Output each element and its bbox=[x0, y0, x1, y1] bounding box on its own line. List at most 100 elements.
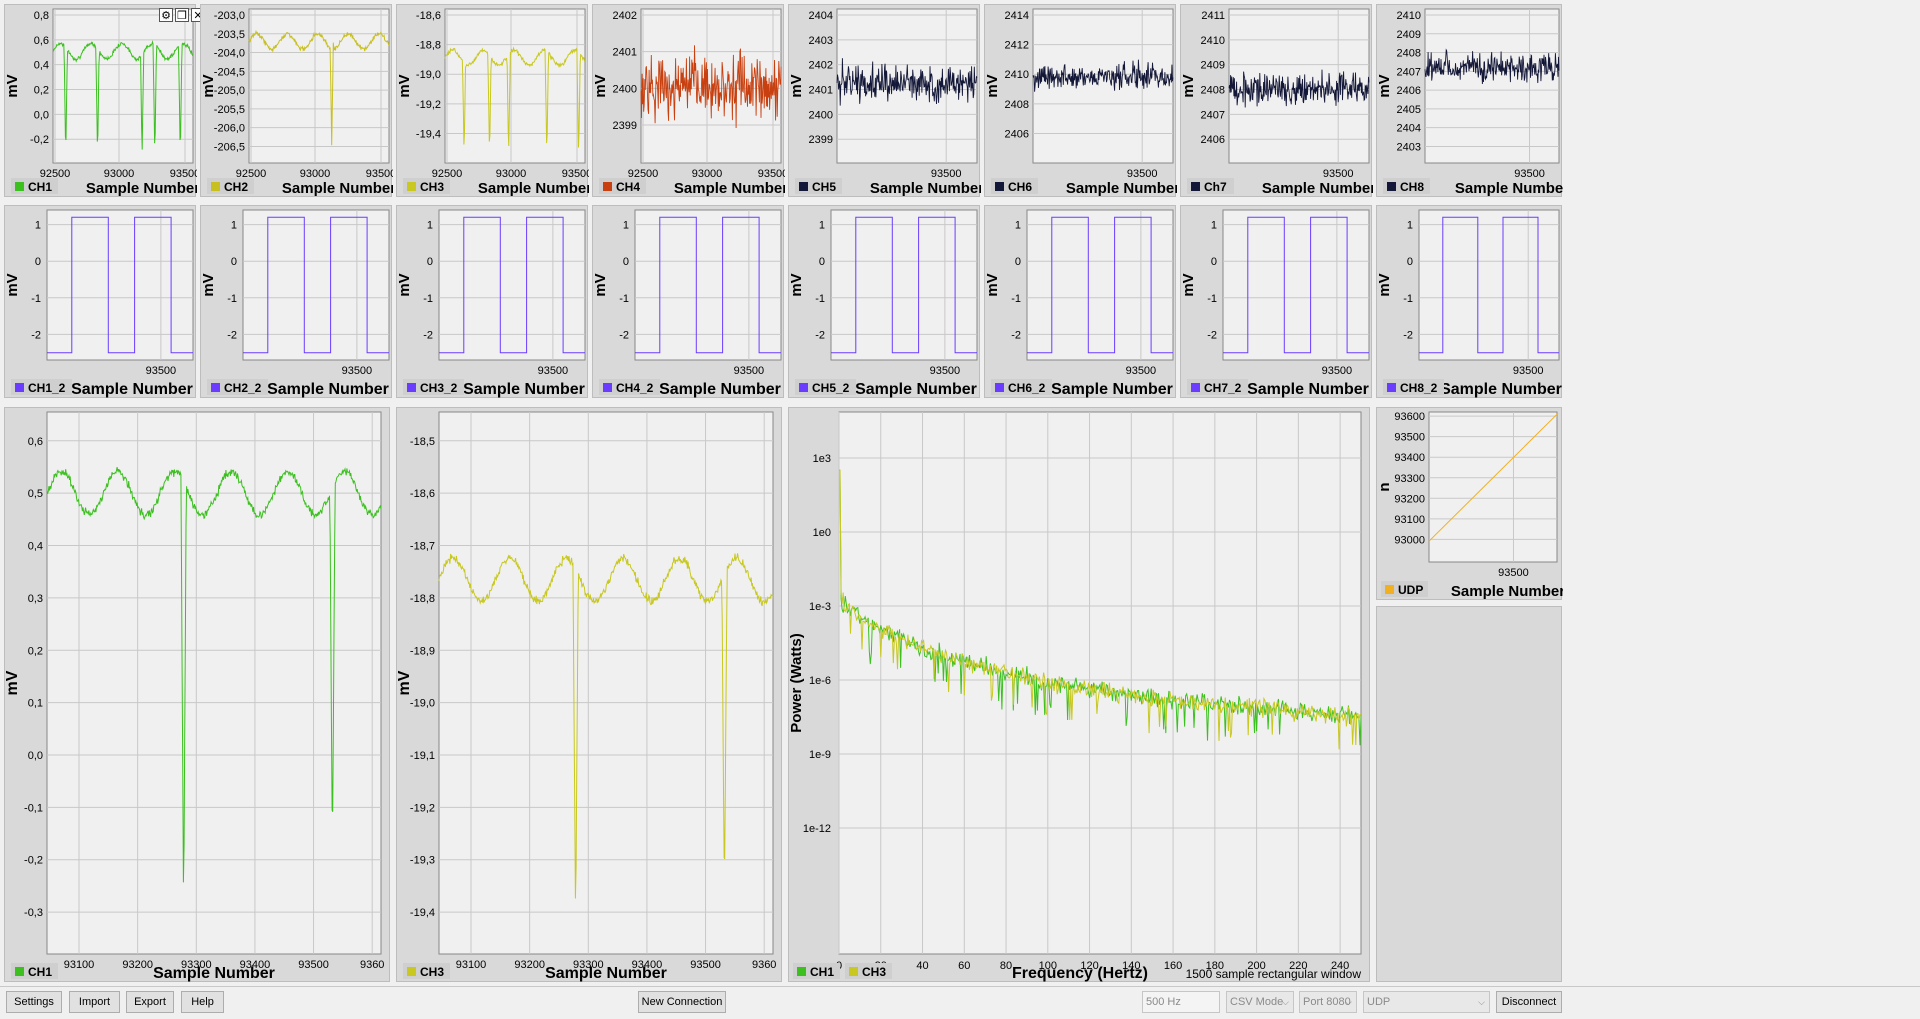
plot-ch3_2[interactable]: 1 0 -1 -2 93500 mV Sample Number CH3_2 bbox=[396, 205, 588, 398]
help-button[interactable]: Help bbox=[181, 991, 224, 1013]
y-tick-label: -2 bbox=[1403, 329, 1413, 341]
plot-ch5[interactable]: 2404 2403 2402 2401 2400 2399 93500 mV Sample Nu… bbox=[788, 4, 981, 197]
y-tick-label: 2411 bbox=[1201, 10, 1225, 22]
series-ch5 bbox=[836, 58, 978, 106]
plot-ch1[interactable]: 0,8 0,6 0,4 0,2 0,0 -0,2 92500 93000 93500 mV Samp… bbox=[4, 4, 205, 197]
port-select[interactable]: Port 8080 ⌵ bbox=[1299, 991, 1357, 1013]
x-axis-label: Sample Number bbox=[870, 180, 981, 197]
x-tick-label: 93500 bbox=[562, 168, 589, 180]
x-axis-label: Sample Number bbox=[478, 180, 589, 197]
y-tick-label: -18,5 bbox=[410, 436, 435, 448]
x-tick-label: 140 bbox=[1122, 960, 1140, 972]
plot-area bbox=[438, 411, 774, 955]
y-tick-label: -0,1 bbox=[24, 802, 43, 814]
x-tick-label: 93500 bbox=[146, 365, 177, 377]
plot-ch8[interactable]: 2410 2409 2408 2407 2406 2405 2404 2403 93500 mV S… bbox=[1376, 4, 1563, 197]
x-tick-label: 93200 bbox=[122, 959, 153, 971]
y-axis-label: mV bbox=[1181, 74, 1197, 97]
y-tick-label: 93100 bbox=[1394, 514, 1425, 526]
legend-swatch bbox=[15, 182, 24, 191]
plot-ch6_2[interactable]: 1 0 -1 -2 93500 mV Sample Number CH6_2 bbox=[984, 205, 1176, 398]
y-tick-label: -19,2 bbox=[410, 802, 435, 814]
legend-swatch bbox=[1387, 383, 1396, 392]
x-tick-label: 93400 bbox=[632, 959, 663, 971]
plot-ch4[interactable]: 2402 2401 2400 2399 92500 93000 93500 mV Sample … bbox=[592, 4, 785, 197]
x-axis-label: Sample Number bbox=[153, 965, 275, 982]
y-tick-label: -19,0 bbox=[416, 69, 441, 81]
x-tick-label: 93100 bbox=[64, 959, 95, 971]
gear-icon[interactable]: ⚙ bbox=[159, 8, 173, 22]
series-ch4 bbox=[640, 45, 782, 129]
plot-ch5_2[interactable]: 1 0 -1 -2 93500 mV Sample Number CH5_2 bbox=[788, 205, 980, 398]
x-tick-label: 9360 bbox=[752, 959, 776, 971]
plot-ch2-svg: -203,0 -203,5 -204,0 -204,5 -205,0 -205,5 -206… bbox=[201, 8, 393, 197]
settings-button[interactable]: Settings bbox=[6, 991, 62, 1013]
legend-bg bbox=[11, 379, 72, 395]
plot-ch8_2[interactable]: 1 0 -1 -2 93500 mV Sample Number CH8_2 bbox=[1376, 205, 1562, 398]
x-tick-label: 9360 bbox=[360, 959, 384, 971]
y-tick-label: -1 bbox=[1207, 293, 1217, 305]
y-tick-label: 0,0 bbox=[28, 750, 43, 762]
plot-ch7[interactable]: 2411 2410 2409 2408 2407 2406 93500 mV Sample Nu… bbox=[1180, 4, 1373, 197]
y-tick-label: 2410 bbox=[1397, 10, 1421, 22]
y-tick-label: 2414 bbox=[1005, 10, 1029, 22]
plot-udp-svg: 93600 93500 93400 93300 93200 93100 93000 93500… bbox=[1377, 411, 1563, 600]
plot-ch7_2[interactable]: 1 0 -1 -2 93500 mV Sample Number CH7_2 bbox=[1180, 205, 1372, 398]
restore-icon[interactable]: ❐ bbox=[175, 8, 189, 22]
legend-swatch bbox=[603, 383, 612, 392]
plot-ch3[interactable]: -18,6 -18,8 -19,0 -19,2 -19,4 92500 93000 93500… bbox=[396, 4, 589, 197]
x-axis-label: Sample Number bbox=[1051, 381, 1173, 398]
y-tick-label: -18,8 bbox=[410, 593, 435, 605]
y-tick-label: 2399 bbox=[809, 134, 833, 146]
y-tick-label: 1 bbox=[427, 220, 433, 232]
y-tick-label: 2407 bbox=[1397, 66, 1421, 78]
x-tick-label: 180 bbox=[1206, 960, 1224, 972]
plot-udp[interactable]: 93600 93500 93400 93300 93200 93100 93000 93500… bbox=[1376, 407, 1563, 600]
plot-ch6[interactable]: 2414 2412 2410 2408 2406 93500 mV Sample Number… bbox=[984, 4, 1177, 197]
y-tick-label: -205,5 bbox=[214, 104, 245, 116]
y-tick-label: 2402 bbox=[613, 10, 637, 22]
x-axis-label: Sample Number bbox=[1247, 381, 1369, 398]
x-tick-label: 40 bbox=[916, 960, 928, 972]
legend-bg bbox=[599, 379, 660, 395]
import-button[interactable]: Import bbox=[69, 991, 120, 1013]
x-tick-label: 93500 bbox=[170, 168, 197, 180]
legend-label: Ch7 bbox=[1204, 180, 1227, 194]
new-connection-button[interactable]: New Connection bbox=[638, 991, 726, 1013]
x-tick-label: 93500 bbox=[690, 959, 721, 971]
legend-swatch bbox=[407, 182, 416, 191]
plot-ch2[interactable]: -203,0 -203,5 -204,0 -204,5 -205,0 -205,5 -206… bbox=[200, 4, 393, 197]
y-tick-label: -1 bbox=[423, 293, 433, 305]
plot-ch2_2-svg: 1 0 -1 -2 93500 mV Sample Number CH2_2 bbox=[201, 209, 390, 398]
legend-label: CH1 bbox=[810, 965, 834, 979]
y-tick-label: -2 bbox=[619, 329, 629, 341]
legend-swatch bbox=[211, 383, 220, 392]
series-ch1 bbox=[52, 40, 194, 150]
legend-label: UDP bbox=[1398, 583, 1423, 597]
y-axis-label: mV bbox=[985, 74, 1001, 97]
legend-swatch bbox=[1191, 383, 1200, 392]
legend-label: CH3_2 bbox=[420, 381, 458, 395]
plot-ch1_2[interactable]: 1 0 -1 -2 93500 mV Sample Number CH1_2 bbox=[4, 205, 196, 398]
y-tick-label: -0,3 bbox=[24, 907, 43, 919]
y-tick-label: 0 bbox=[35, 256, 41, 268]
x-tick-label: 92500 bbox=[628, 168, 659, 180]
protocol-select[interactable]: UDP ⌵ bbox=[1363, 991, 1490, 1013]
y-tick-label: 0,8 bbox=[34, 10, 49, 22]
plot-ch3-large[interactable]: -18,5 -18,6 -18,7 -18,8 -18,9 -19,0 -19,1 -19,2… bbox=[396, 407, 782, 982]
sample-rate-field[interactable]: 500 Hz bbox=[1142, 991, 1220, 1013]
disconnect-button[interactable]: Disconnect bbox=[1496, 991, 1562, 1013]
y-axis-label: mV bbox=[789, 273, 805, 296]
y-tick-label: 1 bbox=[623, 220, 629, 232]
plot-ch4_2[interactable]: 1 0 -1 -2 93500 mV Sample Number CH4_2 bbox=[592, 205, 784, 398]
y-tick-label: -1 bbox=[31, 293, 41, 305]
export-button[interactable]: Export bbox=[126, 991, 174, 1013]
plot-ch2_2[interactable]: 1 0 -1 -2 93500 mV Sample Number CH2_2 bbox=[200, 205, 392, 398]
y-tick-label: 0,5 bbox=[28, 488, 43, 500]
plot-ch1-large[interactable]: 0,6 0,5 0,4 0,3 0,2 0,1 0,0 -0,1 -0,2 -0,3 93100 93… bbox=[4, 407, 390, 982]
y-axis-label: mV bbox=[5, 670, 21, 695]
y-tick-label: -1 bbox=[1011, 293, 1021, 305]
mode-select[interactable]: CSV Mode ⌵ bbox=[1226, 991, 1294, 1013]
plot-fft[interactable]: 1e31e01e-31e-61e-91e-1202040608010012014… bbox=[788, 407, 1370, 982]
